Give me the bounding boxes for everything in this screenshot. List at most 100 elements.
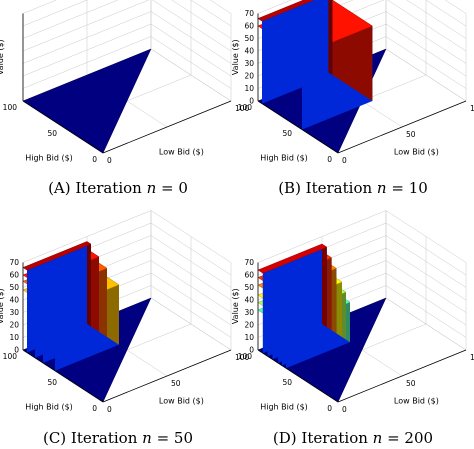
panel-caption: (B) Iteration n = 10 [278, 179, 428, 197]
z-tick-label: 40 [244, 47, 254, 56]
surface-wall [262, 0, 333, 104]
caption-suffix: = 50 [152, 429, 193, 447]
z-tick-label: 10 [244, 333, 254, 342]
x-tick-label: 50 [171, 379, 181, 388]
x-axis-label: Low Bid ($) [159, 147, 204, 156]
y-tick-label: 100 [238, 103, 253, 112]
z-tick-label: 30 [244, 308, 254, 317]
y-axis-line [257, 100, 339, 154]
x-axis-line [337, 100, 467, 154]
z-axis-label: Value ($) [231, 39, 240, 75]
z-tick-label: 50 [244, 34, 254, 43]
y-tick-label: 100 [3, 352, 18, 361]
surface-side [322, 244, 327, 328]
x-axis-label: Low Bid ($) [394, 147, 439, 156]
grid-line [209, 0, 232, 14]
z-tick-label: 40 [244, 296, 254, 305]
x-axis-line [102, 100, 232, 154]
surface-wall [262, 247, 327, 354]
x-axis-line [102, 349, 232, 403]
caption-prefix: (B) Iteration [278, 179, 377, 197]
y-axis-line [257, 349, 339, 403]
y-tick-label: 50 [47, 378, 57, 387]
x-tick-label: 0 [107, 156, 112, 165]
y-tick-label: 0 [92, 404, 97, 413]
grid-line [190, 0, 232, 27]
z-tick-label: 20 [9, 321, 19, 330]
z-tick-label: 30 [9, 308, 19, 317]
y-tick-label: 50 [47, 129, 57, 138]
z-tick-label: 10 [244, 84, 254, 93]
x-axis-label: Low Bid ($) [394, 396, 439, 405]
caption-variable: n [373, 429, 383, 447]
grid-line [150, 48, 232, 102]
caption-suffix: = 0 [156, 179, 188, 197]
surface-top [257, 243, 328, 274]
grid-line [22, 0, 57, 14]
surface-wall [27, 244, 91, 353]
caption-variable: n [377, 179, 387, 197]
y-tick-label: 0 [327, 155, 332, 164]
z-tick-label: 0 [249, 346, 254, 355]
grid-line [444, 0, 467, 14]
z-tick-label: 40 [9, 296, 19, 305]
x-tick-label: 0 [342, 156, 347, 165]
y-axis-line [22, 100, 104, 154]
y-tick-label: 100 [3, 103, 18, 112]
z-tick-label: 60 [244, 22, 254, 31]
caption-variable: n [147, 179, 157, 197]
x-tick-label: 100 [235, 104, 250, 113]
z-tick-label: 50 [9, 283, 19, 292]
z-axis-label: Value ($) [231, 288, 240, 324]
z-tick-label: 70 [244, 9, 254, 18]
z-tick-label: 20 [244, 321, 254, 330]
z-tick-label: 10 [9, 333, 19, 342]
x-tick-label: 50 [406, 130, 416, 139]
y-tick-label: 0 [327, 404, 332, 413]
z-axis-label: Value ($) [0, 288, 5, 324]
y-tick-label: 100 [238, 352, 253, 361]
y-axis-label: High Bid ($) [260, 153, 308, 162]
grid-line [385, 48, 467, 102]
z-tick-label: 60 [244, 271, 254, 280]
panel-caption: (D) Iteration n = 200 [273, 429, 433, 447]
z-tick-label: 30 [244, 59, 254, 68]
caption-suffix: = 10 [387, 179, 428, 197]
y-axis-label: High Bid ($) [25, 153, 73, 162]
surface-side [87, 241, 91, 327]
caption-suffix: = 200 [382, 429, 433, 447]
grid-line [425, 0, 467, 27]
x-tick-label: 50 [406, 379, 416, 388]
panel-caption: (C) Iteration n = 50 [43, 429, 193, 447]
z-axis-label: Value ($) [0, 39, 5, 75]
y-tick-label: 50 [282, 378, 292, 387]
grid-line [150, 297, 232, 351]
caption-prefix: (D) Iteration [273, 429, 373, 447]
y-tick-label: 0 [92, 155, 97, 164]
x-tick-label: 100 [235, 353, 250, 362]
z-tick-label: 0 [14, 346, 19, 355]
z-tick-label: 50 [244, 283, 254, 292]
grid-line [385, 297, 467, 351]
grid-line [257, 0, 292, 14]
panel-caption: (A) Iteration n = 0 [48, 179, 188, 197]
caption-prefix: (A) Iteration [48, 179, 147, 197]
x-axis-label: Low Bid ($) [159, 396, 204, 405]
z-tick-label: 70 [9, 258, 19, 267]
grid-line [22, 0, 88, 27]
y-axis-label: High Bid ($) [260, 402, 308, 411]
x-tick-label: 100 [470, 104, 474, 113]
x-tick-label: 0 [342, 405, 347, 414]
x-axis-line [337, 349, 467, 403]
caption-prefix: (C) Iteration [43, 429, 142, 447]
surface-side [328, 0, 333, 75]
y-tick-label: 50 [282, 129, 292, 138]
caption-variable: n [142, 429, 152, 447]
z-tick-label: 0 [249, 97, 254, 106]
y-axis-line [22, 349, 104, 403]
z-tick-label: 20 [244, 72, 254, 81]
surface-top [257, 0, 315, 22]
